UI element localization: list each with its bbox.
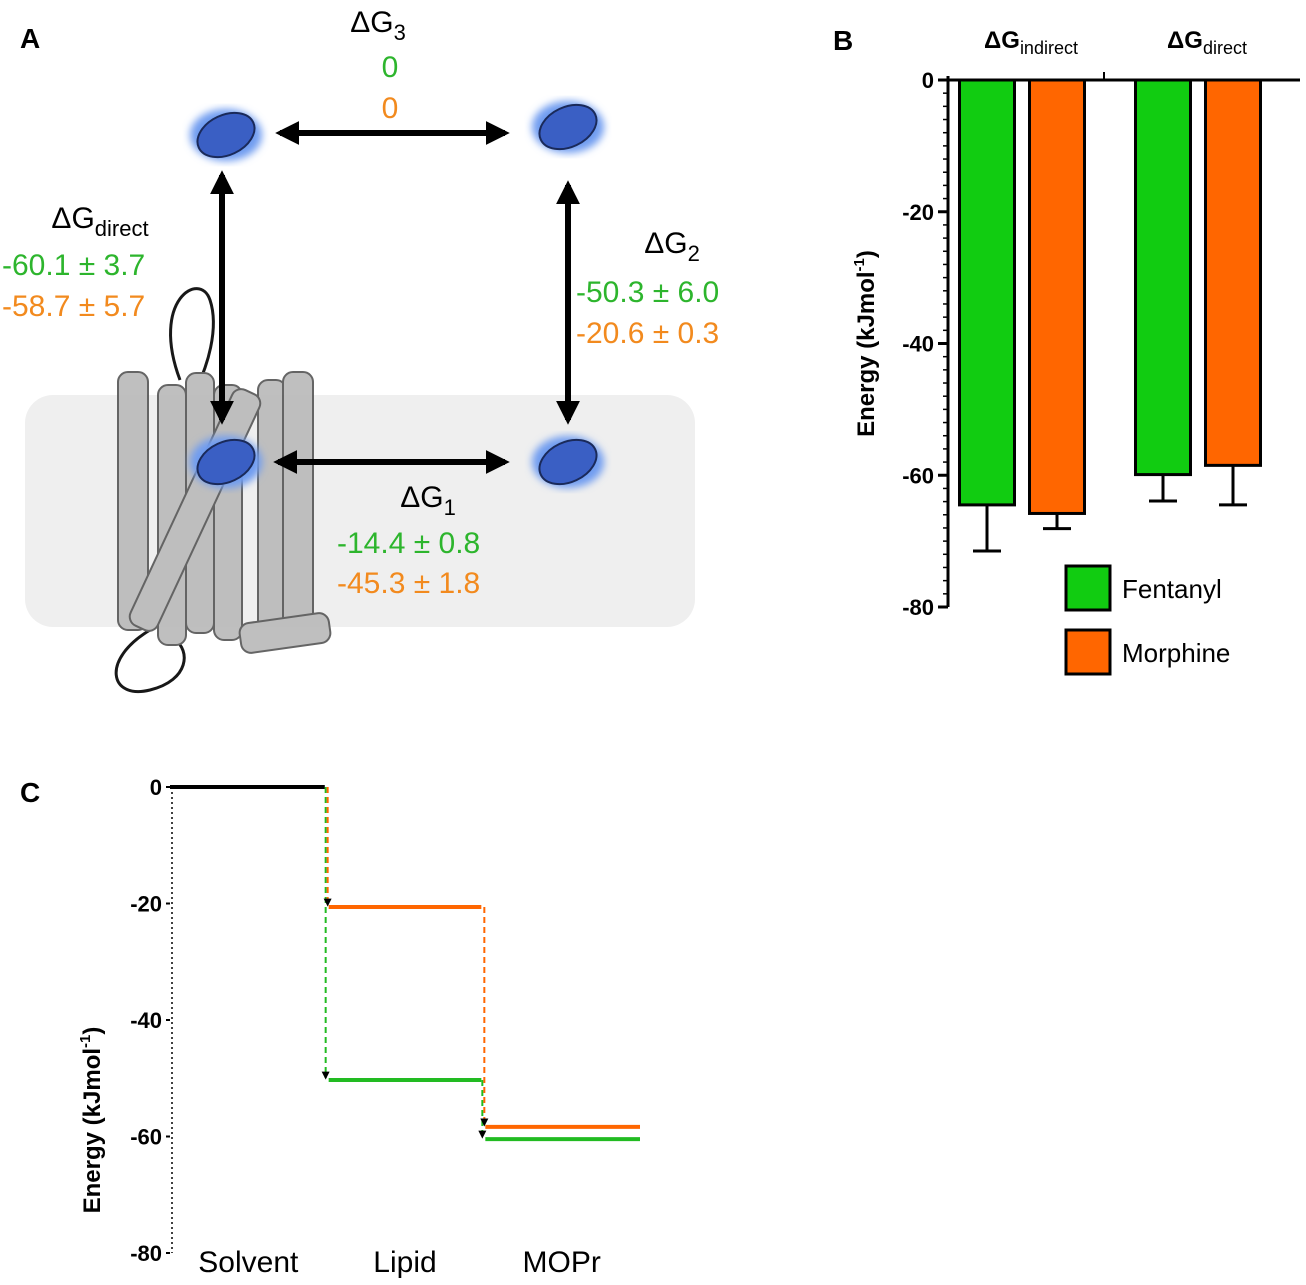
fentanyl-value: 0	[382, 51, 399, 84]
fentanyl-value: -60.1 ± 3.7	[2, 249, 145, 282]
legend-label: Fentanyl	[1122, 574, 1222, 604]
bar	[958, 78, 1016, 507]
y-tick-label: 0	[150, 775, 162, 800]
morphine-value: -58.7 ± 5.7	[2, 290, 145, 323]
y-tick-label: -80	[902, 595, 934, 620]
y-tick-label: -80	[130, 1241, 162, 1266]
x-tick-label: ΔGindirect	[984, 27, 1078, 58]
panel-a: A ΔG3 0 0 ΔGdirect -60.1 ± 3.7 -58.7 ± 5…	[2, 6, 719, 693]
morphine-value: -20.6 ± 0.3	[576, 317, 719, 350]
y-tick-label: -40	[130, 1008, 162, 1033]
dg-label: ΔG3	[350, 6, 406, 45]
fentanyl-value: -14.4 ± 0.8	[337, 527, 480, 560]
dg-label: ΔG1	[400, 481, 456, 520]
y-tick-label: -20	[130, 892, 162, 917]
panel-label: C	[20, 777, 40, 808]
y-axis-label: Energy (kJmol-1)	[851, 250, 880, 437]
y-tick-label: 0	[922, 68, 934, 93]
y-tick-label: -40	[902, 332, 934, 357]
morphine-value: 0	[382, 92, 399, 125]
x-tick-label: MOPr	[523, 1246, 601, 1279]
arrows	[210, 121, 580, 474]
y-tick-label: -20	[902, 200, 934, 225]
legend-label: Morphine	[1122, 638, 1230, 668]
bar	[1204, 78, 1262, 467]
dg-label: ΔGdirect	[51, 202, 148, 241]
panel-label: B	[833, 25, 853, 56]
x-tick-label: ΔGdirect	[1167, 27, 1247, 58]
x-tick-label: Lipid	[373, 1246, 436, 1279]
legend-swatch	[1064, 564, 1112, 612]
morphine-value: -45.3 ± 1.8	[337, 567, 480, 600]
bar	[1134, 78, 1192, 477]
y-axis-label: Energy (kJmol-1)	[77, 1027, 106, 1214]
panel-label: A	[20, 23, 40, 54]
y-tick-label: -60	[902, 463, 934, 488]
y-tick-label: -60	[130, 1125, 162, 1150]
ligands	[190, 101, 604, 488]
legend-swatch	[1064, 628, 1112, 676]
x-tick-label: Solvent	[198, 1246, 299, 1279]
bar	[1028, 78, 1086, 515]
dg-label: ΔG2	[644, 227, 700, 266]
fentanyl-value: -50.3 ± 6.0	[576, 276, 719, 309]
